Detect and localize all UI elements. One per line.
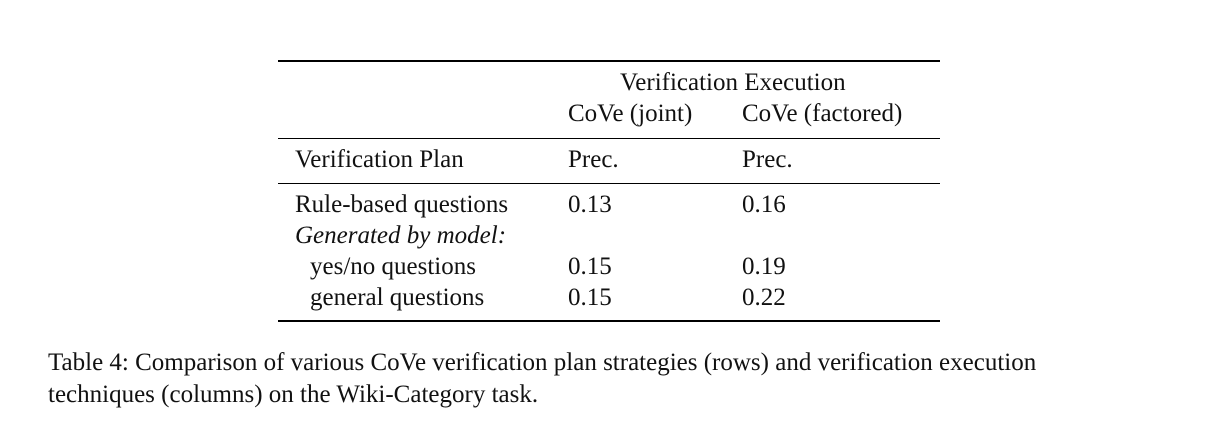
row-value-general-joint: 0.15 bbox=[568, 284, 612, 311]
row-value-general-factored: 0.22 bbox=[742, 284, 786, 311]
row-label-general: general questions bbox=[310, 284, 485, 311]
table-caption: Table 4: Comparison of various CoVe veri… bbox=[48, 347, 1198, 411]
row-value-yes-no-joint: 0.15 bbox=[568, 253, 612, 280]
row-value-yes-no-factored: 0.19 bbox=[742, 253, 786, 280]
row-label-yes-no: yes/no questions bbox=[310, 253, 476, 280]
header-rule bbox=[278, 183, 940, 184]
header-verification-plan: Verification Plan bbox=[295, 146, 464, 173]
header-cove-joint: CoVe (joint) bbox=[568, 100, 693, 127]
caption-line-1: Table 4: Comparison of various CoVe veri… bbox=[48, 349, 1037, 376]
row-value-rule-based-factored: 0.16 bbox=[742, 191, 786, 218]
mid-rule bbox=[278, 138, 940, 139]
header-verification-execution: Verification Execution bbox=[620, 69, 846, 96]
row-label-rule-based: Rule-based questions bbox=[295, 191, 509, 218]
header-prec-factored: Prec. bbox=[742, 146, 793, 173]
caption-line-2: techniques (columns) on the Wiki-Categor… bbox=[48, 381, 539, 408]
row-label-generated-by-model: Generated by model: bbox=[295, 222, 507, 249]
header-cove-factored: CoVe (factored) bbox=[742, 100, 903, 127]
top-rule bbox=[278, 60, 940, 62]
header-prec-joint: Prec. bbox=[568, 146, 619, 173]
bottom-rule bbox=[278, 320, 940, 322]
row-value-rule-based-joint: 0.13 bbox=[568, 191, 612, 218]
